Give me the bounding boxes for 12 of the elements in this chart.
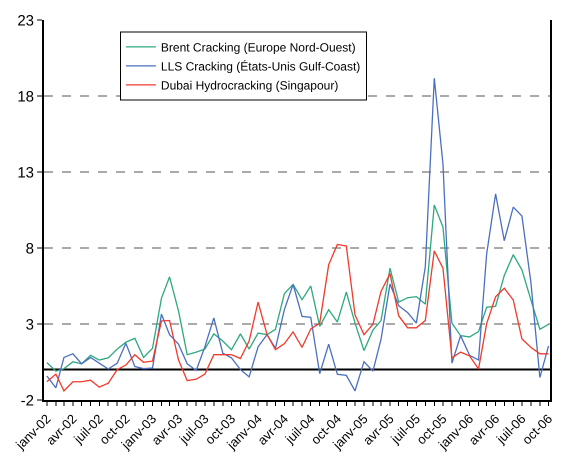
y-tick-label: -2 <box>20 392 34 410</box>
y-tick-label: 18 <box>17 88 34 106</box>
y-tick-label: 23 <box>17 12 34 30</box>
y-tick-label: 13 <box>17 164 34 182</box>
legend-label: Dubai Hydrocracking (Singapour) <box>160 78 338 93</box>
line-series <box>46 244 550 392</box>
line-series <box>46 204 550 372</box>
line-series <box>46 78 550 392</box>
y-tick-label: 8 <box>26 240 34 258</box>
y-tick-label: 3 <box>26 316 34 334</box>
legend-label: LLS Cracking (États-Unis Gulf-Coast) <box>160 60 360 74</box>
legend-label: Brent Cracking (Europe Nord-Ouest) <box>160 40 356 55</box>
